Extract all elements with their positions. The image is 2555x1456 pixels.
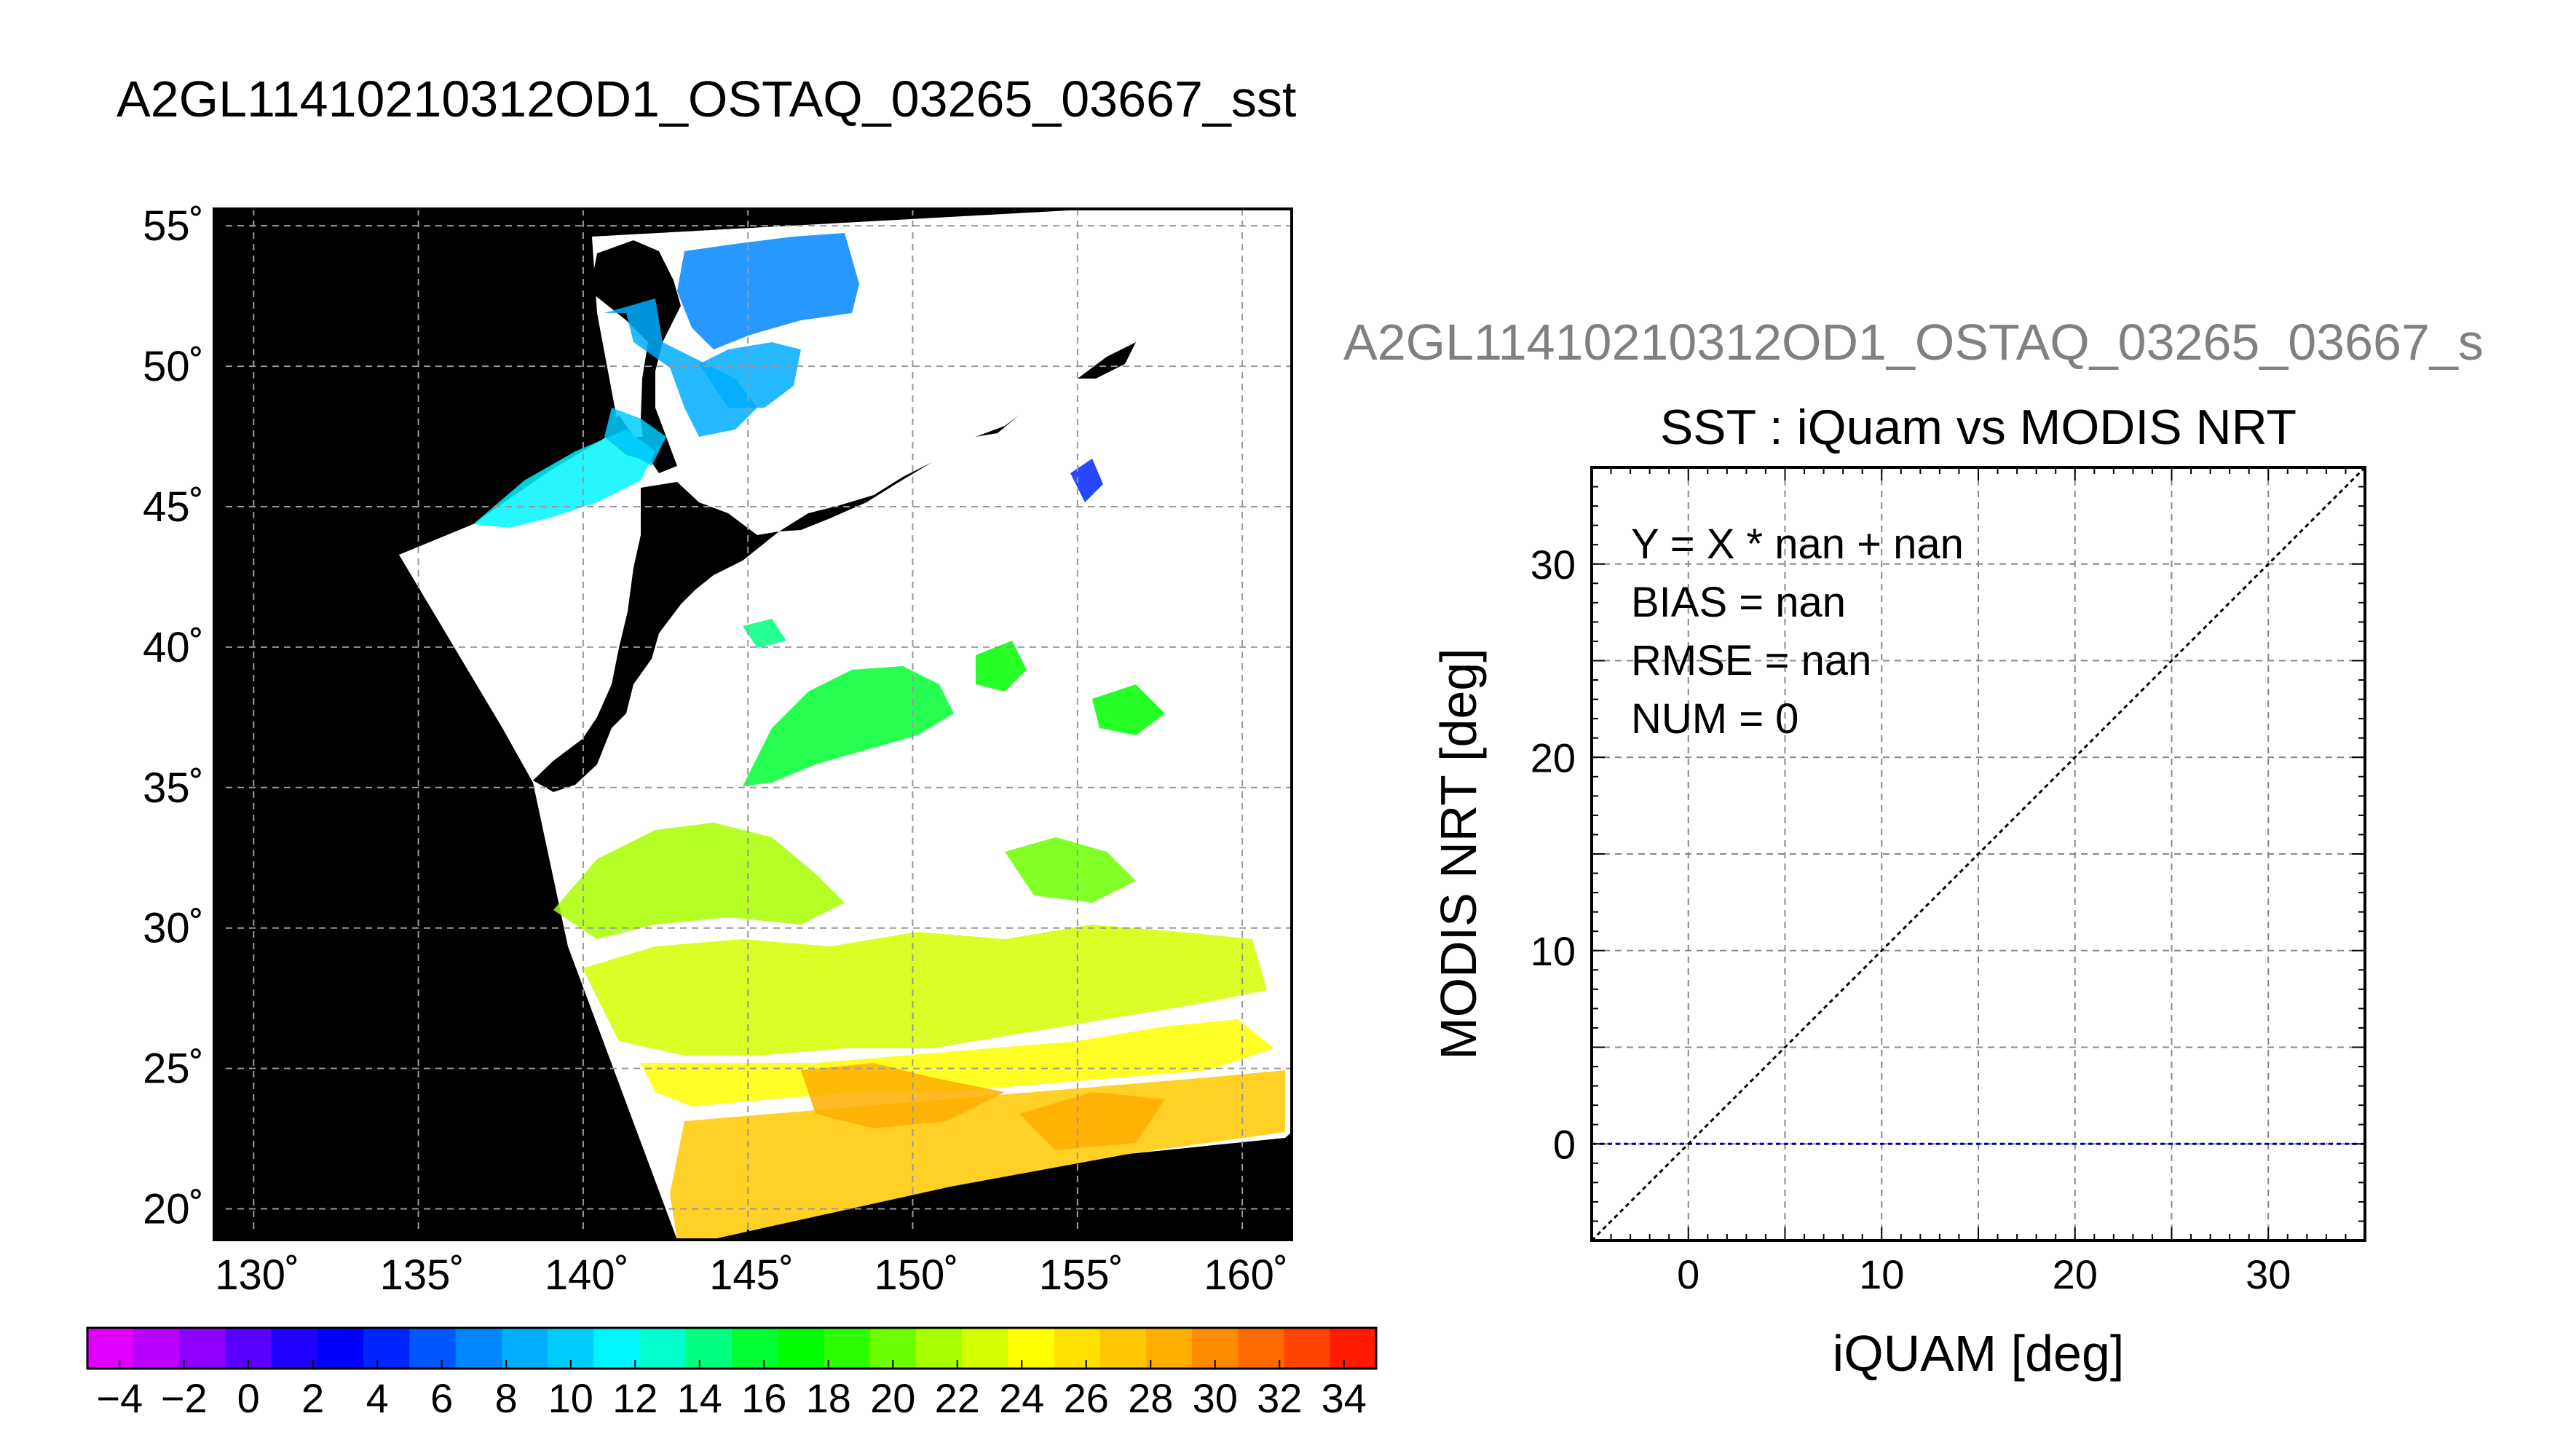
colorbar-segment	[778, 1328, 825, 1369]
colorbar-tick-label: 10	[548, 1375, 593, 1421]
colorbar-segment	[1238, 1328, 1285, 1369]
scatter-xlabel: iQUAM [deg]	[1833, 1325, 2125, 1382]
colorbar-tick-label: 22	[935, 1375, 980, 1421]
colorbar-tick-label: 34	[1322, 1375, 1367, 1421]
colorbar-tick-label: −4	[96, 1375, 143, 1421]
scatter-x-tick-label: 0	[1677, 1251, 1699, 1297]
colorbar-tick-label: 32	[1257, 1375, 1302, 1421]
colorbar: −4 −2 0 2 4 6 8 10 12 14 16 18 20 22 24 26 28 30 32 34	[86, 1326, 1378, 1421]
stats-box: Y = X * nan + nan BIAS = nan RMSE = nan NUM…	[1631, 521, 1964, 743]
colorbar-segment	[271, 1328, 318, 1369]
colorbar-segment	[732, 1328, 778, 1369]
colorbar-tick-label: 20	[870, 1375, 915, 1421]
colorbar-tick-label: 28	[1128, 1375, 1173, 1421]
scatter-title: SST : iQuam vs MODIS NRT	[1660, 400, 2297, 455]
map-gridlines	[214, 209, 1292, 1240]
colorbar-tick-label: 26	[1064, 1375, 1109, 1421]
map-y-tick-label: 50˚	[143, 343, 204, 390]
colorbar-tick-label: 4	[366, 1375, 389, 1421]
map-x-tick-label: 135˚	[380, 1251, 465, 1299]
colorbar-tick-label: 6	[430, 1375, 453, 1421]
map-x-tick-label: 145˚	[709, 1251, 794, 1299]
colorbar-segment	[962, 1328, 1008, 1369]
map-x-tick-label: 155˚	[1039, 1251, 1124, 1299]
stats-line: NUM = 0	[1631, 695, 1798, 743]
colorbar-segment	[1099, 1328, 1147, 1369]
colorbar-tick-label: 18	[806, 1375, 851, 1421]
scatter-x-tick-label: 20	[2053, 1251, 2098, 1297]
scatter-ylabel: MODIS NRT [deg]	[1430, 648, 1487, 1059]
colorbar-segment	[1145, 1328, 1193, 1369]
stats-line: Y = X * nan + nan	[1631, 521, 1964, 568]
scatter-x-tick-label: 30	[2246, 1251, 2291, 1297]
colorbar-segment	[915, 1328, 963, 1369]
map-y-tick-label: 45˚	[143, 483, 204, 531]
map-y-tick-label: 55˚	[143, 202, 204, 250]
colorbar-tick-label: −2	[161, 1375, 208, 1421]
map-y-tick-label: 35˚	[143, 764, 204, 812]
colorbar-tick-label: 0	[237, 1375, 260, 1421]
colorbar-segment	[409, 1328, 457, 1369]
map-y-tick-label: 25˚	[143, 1045, 204, 1093]
scatter-y-tick-label: 20	[1531, 735, 1576, 780]
colorbar-tick-label: 24	[999, 1375, 1044, 1421]
scatter-x-tick-label: 10	[1859, 1251, 1904, 1297]
colorbar-tick-label: 12	[612, 1375, 657, 1421]
map-x-tick-label: 160˚	[1204, 1251, 1288, 1299]
stats-line: BIAS = nan	[1631, 579, 1846, 626]
colorbar-frame	[86, 1326, 1378, 1370]
colorbar-segment	[363, 1328, 411, 1369]
colorbar-segment	[824, 1328, 871, 1369]
colorbar-segment	[1008, 1328, 1055, 1369]
colorbar-segment	[87, 1328, 134, 1369]
scatter-y-tick-label: 0	[1553, 1121, 1576, 1167]
colorbar-segment	[593, 1328, 641, 1369]
colorbar-segment	[179, 1328, 226, 1369]
colorbar-tick-label: 16	[741, 1375, 786, 1421]
colorbar-segment	[1054, 1328, 1101, 1369]
colorbar-segment	[317, 1328, 364, 1369]
identity-line	[1592, 467, 2365, 1241]
scatter-y-tick-label: 10	[1531, 928, 1576, 974]
map-x-tick-label: 140˚	[545, 1251, 629, 1299]
map-y-tick-label: 40˚	[143, 624, 204, 671]
colorbar-segment	[639, 1328, 687, 1369]
map-y-tick-label: 30˚	[143, 905, 204, 952]
stats-line: RMSE = nan	[1631, 637, 1871, 684]
colorbar-tick-label: 2	[301, 1375, 324, 1421]
map-x-tick-label: 150˚	[874, 1251, 958, 1299]
map-y-tick-label: 20˚	[143, 1186, 204, 1233]
sst-map-panel: 20˚ 25˚ 30˚ 35˚ 40˚ 45˚ 50˚ 55˚ 130˚ 135˚ 140˚ 145…	[143, 202, 1293, 1299]
colorbar-segment	[455, 1328, 502, 1369]
scatter-y-tick-label: 30	[1531, 542, 1576, 587]
sst-pixels	[473, 233, 1285, 1240]
scatter-panel: A2GL11410210312OD1_OSTAQ_03265_03667_s S…	[1343, 314, 2484, 1382]
colorbar-segment	[1330, 1328, 1377, 1369]
colorbar-segment	[685, 1328, 732, 1369]
colorbar-segment	[1284, 1328, 1331, 1369]
main-title: A2GL11410210312OD1_OSTAQ_03265_03667_sst	[117, 71, 1296, 127]
colorbar-segment	[133, 1328, 181, 1369]
colorbar-segment	[501, 1328, 548, 1369]
colorbar-tick-label: 8	[495, 1375, 518, 1421]
scatter-suptitle: A2GL11410210312OD1_OSTAQ_03265_03667_s	[1343, 314, 2484, 371]
colorbar-tick-label: 30	[1193, 1375, 1238, 1421]
colorbar-tick-label: 14	[677, 1375, 722, 1421]
map-frame	[213, 207, 1293, 1241]
map-x-tick-label: 130˚	[215, 1251, 299, 1299]
